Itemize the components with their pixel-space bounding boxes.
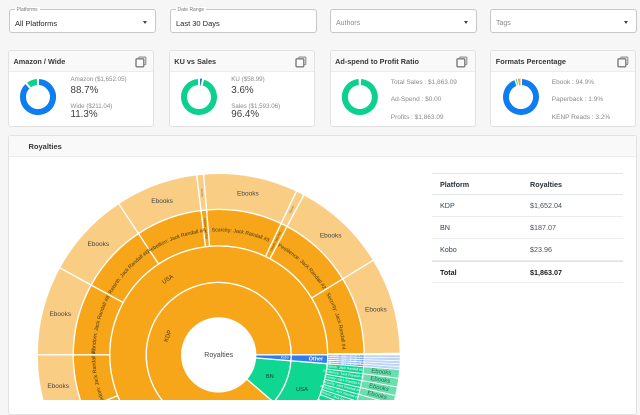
svg-text:Ebooks: Ebooks xyxy=(371,368,392,376)
svg-text:Closure: Jack Randall #1: Closure: Jack Randall #1 xyxy=(329,353,363,357)
svg-text:Rebirth: Jack Randall #6: Rebirth: Jack Randall #6 xyxy=(326,364,363,372)
svg-text:Ebooks: Ebooks xyxy=(320,232,342,239)
svg-text:Ebooks: Ebooks xyxy=(47,382,69,389)
svg-text:Kobo: Kobo xyxy=(281,355,289,359)
svg-text:Ebooks: Ebooks xyxy=(151,198,173,205)
svg-text:Ebooks: Ebooks xyxy=(365,306,387,313)
svg-text:Ebooks: Ebooks xyxy=(368,383,389,393)
svg-text:USA: USA xyxy=(296,386,308,392)
svg-text:Ebooks: Ebooks xyxy=(49,311,71,318)
svg-text:Ebooks: Ebooks xyxy=(370,375,391,384)
svg-text:Ebooks: Ebooks xyxy=(237,190,259,197)
svg-text:Closure: Jack Randall #1: Closure: Jack Randall #1 xyxy=(329,355,363,359)
svg-text:Closure: Jack Ran: Closure: Jack Ran xyxy=(203,217,209,239)
svg-text:Ebooks: Ebooks xyxy=(87,240,109,247)
svg-text:KDP: KDP xyxy=(164,329,174,343)
svg-text:Ebooks: Ebooks xyxy=(200,188,204,197)
svg-text:Ebooks: Ebooks xyxy=(289,204,296,213)
svg-text:Closure: Jack Randall #1: Closure: Jack Randall #1 xyxy=(328,359,362,363)
svg-text:Other: Other xyxy=(309,356,324,362)
svg-text:Closure: Jack Randall #1: Closure: Jack Randall #1 xyxy=(319,389,356,400)
svg-text:Pestilence: Jack Randall #2: Pestilence: Jack Randall #2 xyxy=(323,368,365,378)
svg-text:Scarcity: Jack Randall #3: Scarcity: Jack Randall #3 xyxy=(324,374,362,386)
svg-text:BN: BN xyxy=(266,374,274,380)
svg-text:USA: USA xyxy=(161,274,174,286)
svg-text:Ebooks: Ebooks xyxy=(367,390,388,399)
svg-text:Closure: Jack Randall #1: Closure: Jack Randall #1 xyxy=(328,357,362,361)
svg-text:Royalties: Royalties xyxy=(204,351,233,358)
svg-text:Closure: Jack Randall #1: Closure: Jack Randall #1 xyxy=(328,361,362,365)
